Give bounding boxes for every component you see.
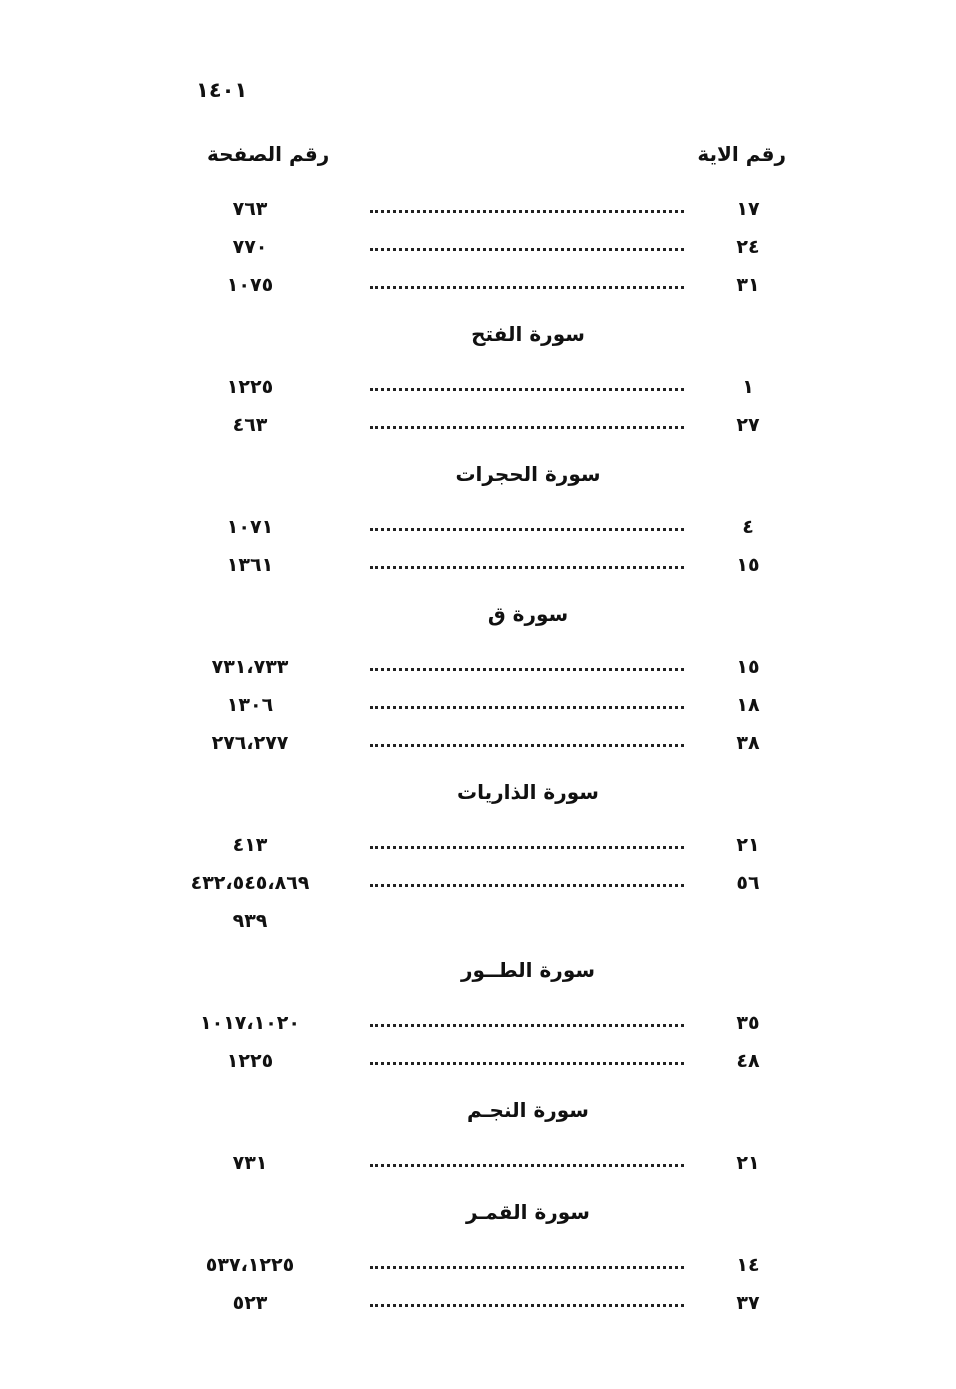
surah-title: سورة الحجرات — [455, 462, 601, 486]
verse-number: ١ — [742, 376, 754, 398]
dot-leader — [370, 1024, 684, 1027]
index-list: ١٧ ٧٦٣ ٢٤ ٧٧٠ ٣١ ١٠٧٥ سورة الفتح ١ ١٢٢٥ ٢٧ ٤٦٣ سورة… — [0, 192, 956, 1324]
dot-leader — [370, 846, 684, 849]
index-row: ٥٦ ٤٣٢،٥٤٥،٨٦٩ — [0, 866, 956, 904]
verse-number: ٢١ — [736, 834, 760, 856]
page-references: ٥٣٧،١٢٢٥ — [205, 1254, 295, 1276]
index-row: ٣٨ ٢٧٦،٢٧٧ — [0, 726, 956, 764]
dot-leader — [370, 286, 684, 289]
verse-number: ٣٧ — [736, 1292, 760, 1314]
index-row: ١٧ ٧٦٣ — [0, 192, 956, 230]
verse-number: ٢٧ — [736, 414, 760, 436]
dot-leader — [370, 1266, 684, 1269]
index-row: ٢١ ٤١٣ — [0, 828, 956, 866]
page-references: ١٠١٧،١٠٢٠ — [200, 1012, 300, 1034]
verse-number: ٢١ — [736, 1152, 760, 1174]
index-row: ٣٥ ١٠١٧،١٠٢٠ — [0, 1006, 956, 1044]
verse-number: ١٧ — [736, 198, 760, 220]
page-references: ٧٧٠ — [232, 236, 268, 258]
page-references: ٧٣١،٧٣٣ — [211, 656, 289, 678]
verse-number: ٣١ — [736, 274, 760, 296]
verse-number: ٣٨ — [736, 732, 760, 754]
dot-leader — [370, 1304, 684, 1307]
index-row: ٤٨ ١٢٢٥ — [0, 1044, 956, 1082]
page-references: ١٠٧١ — [226, 516, 274, 538]
index-row: ١٥ ١٣٦١ — [0, 548, 956, 586]
page-references: ١٢٢٥ — [226, 376, 274, 398]
dot-leader — [370, 706, 684, 709]
index-row: ١٤ ٥٣٧،١٢٢٥ — [0, 1248, 956, 1286]
surah-title: سورة الفتح — [471, 322, 585, 346]
verse-number: ٢٤ — [736, 236, 760, 258]
page-references: ١٠٧٥ — [226, 274, 274, 296]
index-row: ٣١ ١٠٧٥ — [0, 268, 956, 306]
page-references: ٩٣٩ — [232, 910, 268, 932]
surah-title: سورة الذاريات — [457, 780, 599, 804]
surah-title: سورة القمـر — [466, 1200, 590, 1224]
dot-leader — [370, 528, 684, 531]
index-row: ٤ ١٠٧١ — [0, 510, 956, 548]
index-row: ٢١ ٧٣١ — [0, 1146, 956, 1184]
dot-leader — [370, 1164, 684, 1167]
page-references: ٤٣٢،٥٤٥،٨٦٩ — [190, 872, 310, 894]
dot-leader — [370, 210, 684, 213]
index-row: ١٨ ١٣٠٦ — [0, 688, 956, 726]
index-row: ٢٧ ٤٦٣ — [0, 408, 956, 446]
surah-title: سورة الطــور — [460, 958, 596, 982]
page-references: ١٣٦١ — [226, 554, 274, 576]
page-number-header: رقم الصفحة — [207, 142, 330, 166]
dot-leader — [370, 668, 684, 671]
page-references: ٤٦٣ — [232, 414, 268, 436]
index-row: ٢٤ ٧٧٠ — [0, 230, 956, 268]
dot-leader — [370, 744, 684, 747]
dot-leader — [370, 248, 684, 251]
page-references: ٧٣١ — [232, 1152, 268, 1174]
dot-leader — [370, 388, 684, 391]
verse-number-header: رقم الاية — [697, 142, 786, 166]
dot-leader — [370, 566, 684, 569]
page-references: ١٣٠٦ — [226, 694, 274, 716]
surah-title: سورة النجـم — [467, 1098, 589, 1122]
verse-number: ١٨ — [736, 694, 760, 716]
dot-leader — [370, 426, 684, 429]
page-references: ٧٦٣ — [232, 198, 268, 220]
index-row: ٣٧ ٥٢٣ — [0, 1286, 956, 1324]
verse-number: ١٥ — [736, 656, 760, 678]
verse-number: ١٥ — [736, 554, 760, 576]
page-references: ١٢٢٥ — [226, 1050, 274, 1072]
page-number: ١٤٠١ — [196, 78, 248, 102]
verse-number: ٣٥ — [736, 1012, 760, 1034]
verse-number: ١٤ — [736, 1254, 760, 1276]
dot-leader — [370, 1062, 684, 1065]
index-row: ١ ١٢٢٥ — [0, 370, 956, 408]
verse-number: ٥٦ — [736, 872, 760, 894]
index-row: ١٥ ٧٣١،٧٣٣ — [0, 650, 956, 688]
surah-title: سورة ق — [487, 602, 569, 626]
index-row: ٩٣٩ — [0, 904, 956, 942]
page-references: ٤١٣ — [232, 834, 268, 856]
dot-leader — [370, 884, 684, 887]
verse-number: ٤٨ — [736, 1050, 760, 1072]
page-references: ٢٧٦،٢٧٧ — [211, 732, 289, 754]
verse-number: ٤ — [742, 516, 754, 538]
page-references: ٥٢٣ — [232, 1292, 268, 1314]
